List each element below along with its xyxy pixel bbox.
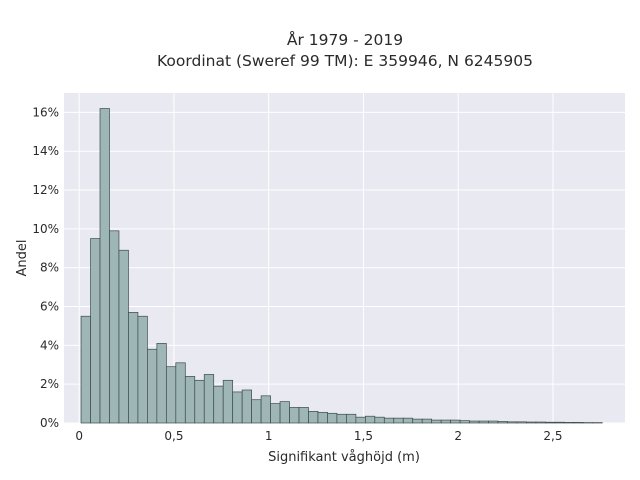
x-tick-labels: 0 0,5 1 1,5 2 2,5 [75, 429, 562, 443]
histogram-bar [327, 412, 338, 424]
y-tick-label: 12% [32, 183, 59, 197]
histogram-bar [298, 407, 309, 424]
y-tick-label: 10% [32, 222, 59, 236]
histogram-bar [535, 421, 546, 424]
x-tick-label: 0 [75, 429, 83, 443]
histogram-bar [402, 417, 414, 424]
y-tick-label: 8% [40, 261, 59, 275]
y-tick-label: 6% [40, 300, 59, 314]
histogram-bar [421, 418, 433, 424]
histogram-bar [450, 419, 461, 424]
histogram-bar [222, 379, 234, 424]
histogram-bar [336, 413, 347, 424]
histogram-bar [488, 420, 499, 424]
histogram-bar [241, 389, 252, 424]
histogram-bar [289, 407, 300, 424]
histogram-bar [507, 421, 518, 424]
histogram-bar [469, 420, 480, 424]
histogram-bar [497, 421, 508, 424]
x-tick-label: 0,5 [164, 429, 183, 443]
histogram-bar [213, 385, 224, 424]
y-tick-label: 14% [32, 144, 59, 158]
chart-subtitle: Koordinat (Sweref 99 TM): E 359946, N 62… [157, 52, 533, 70]
histogram-bar [251, 399, 262, 424]
y-axis-label: Andel [15, 240, 30, 277]
x-tick-label: 2,5 [543, 429, 562, 443]
histogram-bar [147, 348, 158, 424]
bars [80, 108, 603, 424]
x-tick-label: 1 [265, 429, 273, 443]
histogram-bar [478, 420, 489, 424]
histogram-bar [232, 391, 243, 424]
histogram-bar [317, 411, 328, 424]
histogram-bar [412, 418, 423, 424]
y-tick-label: 16% [32, 105, 59, 119]
histogram-bar [128, 312, 139, 424]
histogram-bar [156, 343, 167, 424]
histogram-bar [260, 395, 271, 424]
x-tick-label: 1,5 [354, 429, 373, 443]
histogram-bar [459, 420, 470, 424]
y-tick-label: 2% [40, 377, 59, 391]
histogram-bar [374, 416, 385, 424]
x-tick-label: 2 [454, 429, 462, 443]
histogram-bar [90, 238, 101, 424]
histogram-bar [184, 376, 196, 424]
histogram-bar [393, 417, 404, 424]
histogram-bar [165, 366, 177, 424]
histogram-bar [554, 421, 565, 424]
histogram-bar [526, 421, 537, 424]
histogram-bar [99, 108, 110, 424]
x-axis-label: Signifikant våghöjd (m) [268, 450, 420, 465]
histogram-bar [440, 419, 451, 424]
histogram-bar [80, 315, 91, 424]
histogram-bar [308, 411, 319, 424]
histogram-bar [545, 421, 556, 424]
histogram-bar [383, 417, 395, 424]
y-tick-labels: 0% 2% 4% 6% 8% 10% 12% 14% 16% [32, 105, 59, 430]
histogram-bar [355, 416, 366, 424]
histogram-bar [573, 422, 584, 424]
histogram-bar [270, 403, 281, 424]
histogram-bar [564, 422, 575, 424]
histogram-bar [346, 413, 357, 424]
histogram-bar [137, 315, 148, 424]
histogram-bar [203, 374, 215, 424]
histogram-bar [431, 419, 442, 424]
y-tick-label: 4% [40, 338, 59, 352]
histogram-bar [109, 230, 120, 424]
histogram-bar [118, 249, 129, 424]
histogram-bar [175, 362, 186, 424]
histogram-bar [364, 415, 376, 424]
histogram-bar [279, 401, 290, 424]
histogram-bar [516, 421, 527, 424]
chart-title: År 1979 - 2019 [287, 30, 403, 49]
histogram-bar [194, 379, 205, 424]
y-tick-label: 0% [40, 416, 59, 430]
